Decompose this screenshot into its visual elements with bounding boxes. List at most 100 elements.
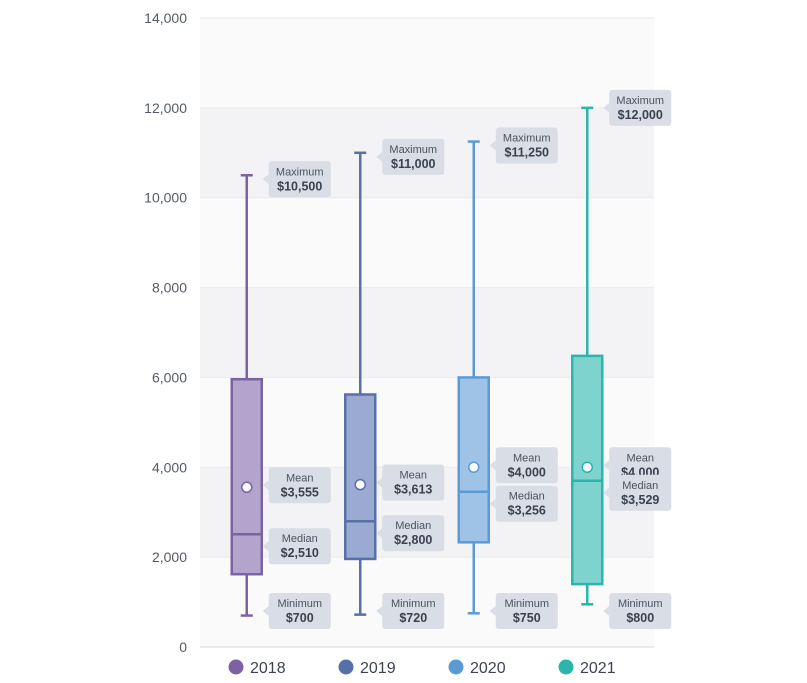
tooltip-median-pointer [603,487,610,498]
box-2019: Maximum$11,000 Mean$3,613 Median$2,800 Mini… [344,138,445,629]
tooltip-min: Minimum$700 [262,593,331,629]
tooltip-min-pointer [376,606,383,616]
tooltip-mean: Mean$4,000 [489,447,558,484]
y-axis: 0 2,000 4,000 6,000 8,000 10,000 12,000 14,000 [144,10,187,655]
legend-item-2021[interactable]: 2021 [558,659,616,678]
legend-marker [338,659,354,675]
tooltip-max-bg [609,89,672,126]
tooltip-mean-bg [609,447,672,484]
tooltip-median-title: Median [622,480,658,492]
tooltip-median-title: Median [282,533,318,545]
tooltip-median: Median$2,800 [376,515,445,552]
tooltip-median-pointer [376,528,383,539]
tooltip-max-bg [495,127,558,164]
grid-band [200,197,654,288]
legend-marker [228,659,244,675]
tooltip-min-value: $720 [399,611,427,625]
tooltip-max-pointer [262,174,269,185]
tooltip-max-value: $11,000 [391,157,436,171]
tooltip-max-value: $10,500 [277,179,322,193]
box-2020: Maximum$11,250 Mean$4,000 Median$3,256 Mini… [457,127,558,629]
tooltip-median-bg [268,528,331,565]
y-tick-label: 4,000 [152,459,187,475]
box-body [571,354,604,586]
plot-area: Maximum$10,500Mean$3,555Median$2,510Mini… [230,89,672,629]
box-body [344,393,377,561]
tooltip-mean-bg [382,464,445,501]
tooltip-mean-pointer [489,460,496,471]
y-tick-label: 10,000 [144,190,187,206]
y-tick-label: 0 [179,639,187,655]
legend-label: 2021 [580,660,616,677]
box-2021: Maximum$12,000Mean$4,000Median$3,529Mini… [571,89,672,629]
tooltip-median-title: Median [395,520,431,532]
tooltip-median-value: $3,529 [621,493,659,507]
tooltip-min-title: Minimum [618,598,663,610]
tooltip-min-title: Minimum [504,598,549,610]
tooltip-min: Minimum$720 [376,593,445,629]
legend-label: 2020 [470,660,506,677]
tooltip-min-bg [495,593,558,629]
box-2018: Maximum$10,500 Mean$3,555 Median$2,510 Mini… [230,161,331,629]
y-tick-label: 6,000 [152,369,187,385]
legend-marker [558,659,574,675]
tooltip-min-value: $800 [626,611,654,625]
tooltip-min-value: $700 [286,611,314,625]
legend-item-2020[interactable]: 2020 [448,659,506,678]
tooltip-median: Median$2,510 [262,528,331,565]
legend-marker [448,659,464,675]
grid-band [200,18,654,108]
tooltip-median-bg [609,474,672,511]
y-tick-label: 12,000 [144,100,187,116]
y-tick-label: 2,000 [152,549,187,565]
tooltip-median-value: $2,510 [281,546,319,560]
y-tick-label: 14,000 [144,10,187,26]
tooltip-max-bg [268,161,331,198]
tooltip-median-pointer [262,541,269,552]
tooltip-max-title: Maximum [389,144,437,156]
tooltip-mean-title: Mean [286,472,314,484]
tooltip-min-title: Minimum [277,598,322,610]
tooltip-mean-pointer [603,460,610,471]
tooltip-median-pointer [489,498,496,509]
tooltip-mean-bg [268,467,331,504]
tooltip-max-pointer [489,140,496,151]
tooltip-max-bg [382,138,445,175]
tooltip-mean-pointer [376,477,383,488]
tooltip-min-title: Minimum [391,598,436,610]
tooltip-min-value: $750 [513,611,541,625]
tooltip-max-title: Maximum [503,133,551,145]
mean-marker [241,481,253,494]
mean-marker [354,478,366,491]
tooltip-max-pointer [376,151,383,162]
mean-marker [581,461,593,474]
legend-label: 2019 [360,660,396,677]
tooltip-min: Minimum$800 [603,593,672,629]
tooltip-mean-title: Mean [399,470,427,482]
tooltip-mean-bg [495,447,558,484]
legend-item-2018[interactable]: 2018 [228,659,286,678]
tooltip-max-title: Maximum [616,95,664,107]
tooltip-median: Median$3,529 [603,474,672,511]
tooltip-median-title: Median [509,491,545,503]
tooltip-mean-pointer [262,480,269,491]
legend-item-2019[interactable]: 2019 [338,659,396,678]
tooltip-median-value: $2,800 [394,533,432,547]
tooltip-mean: Mean$3,555 [262,467,331,504]
tooltip-max-value: $11,250 [505,146,550,160]
tooltip-min-bg [268,593,331,629]
tooltip-max-pointer [603,102,610,113]
tooltip-mean: Mean$3,613 [376,464,445,501]
tooltip-max: Maximum$11,000 [376,138,445,175]
tooltip-min-pointer [489,606,496,616]
tooltip-median-value: $3,256 [508,504,546,518]
tooltip-min: Minimum$750 [489,593,558,629]
tooltip-max-value: $12,000 [618,108,663,122]
tooltip-max: Maximum$11,250 [489,127,558,164]
y-tick-label: 8,000 [152,280,187,296]
tooltip-mean-title: Mean [626,452,654,464]
tooltip-max-title: Maximum [276,166,324,178]
tooltip-min-bg [609,593,672,629]
tooltip-median-bg [382,515,445,552]
